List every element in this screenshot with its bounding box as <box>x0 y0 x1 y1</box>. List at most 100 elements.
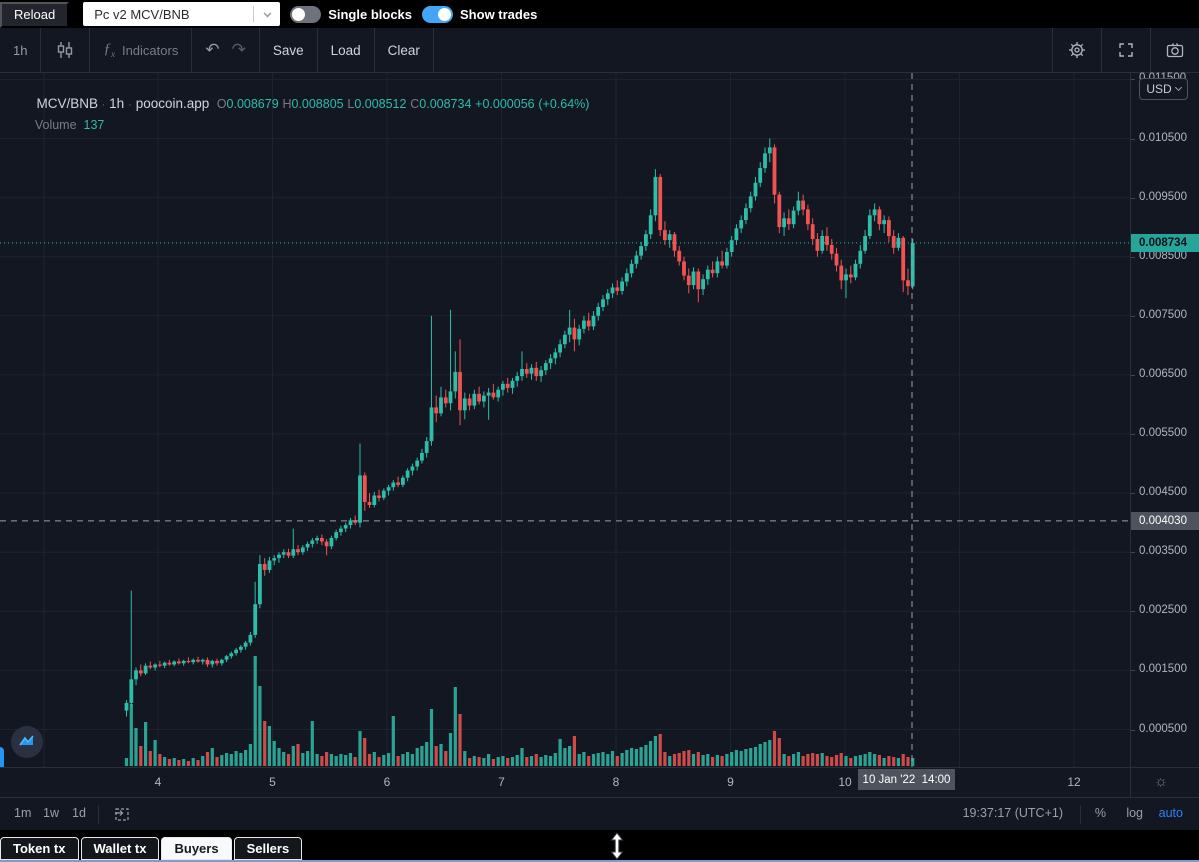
range-button-1w[interactable]: 1w <box>43 806 59 820</box>
candle-body <box>386 487 391 491</box>
candle-body <box>181 660 186 664</box>
volume-bar <box>887 756 891 766</box>
chart-logo-icon <box>19 735 34 746</box>
volume-bar <box>668 756 672 766</box>
tab-wallet-tx[interactable]: Wallet tx <box>80 837 160 860</box>
price-axis-label: 0.000500 <box>1139 722 1187 735</box>
range-button-1d[interactable]: 1d <box>72 806 86 820</box>
undo-icon[interactable]: ↶ <box>205 40 220 59</box>
volume-bar <box>591 754 596 766</box>
candle-body <box>377 495 381 498</box>
tab-buyers[interactable]: Buyers <box>161 837 232 860</box>
volume-bar <box>596 753 600 766</box>
candle-body <box>358 475 362 523</box>
range-button-1m[interactable]: 1m <box>14 806 32 820</box>
candle-body <box>729 240 734 252</box>
currency-button[interactable]: USD <box>1139 78 1188 100</box>
candle-body <box>858 250 863 264</box>
candle-body <box>834 253 839 266</box>
chart-style-button[interactable] <box>41 28 89 72</box>
go-to-date-button[interactable] <box>112 805 132 829</box>
fullscreen-button[interactable] <box>1102 28 1150 72</box>
volume-bar <box>873 754 877 766</box>
candle-body <box>486 392 491 396</box>
candle-body <box>582 320 586 329</box>
legend-interval: 1h <box>109 96 125 111</box>
volume-bar <box>439 744 443 766</box>
price-axis[interactable]: 0.0115000.0105000.0095000.0085000.007500… <box>1130 72 1199 767</box>
volume-bar <box>277 748 281 766</box>
toolbar-divider <box>89 28 91 72</box>
tab-sellers[interactable]: Sellers <box>233 837 303 860</box>
time-axis[interactable]: 12 10 9 8 7 6 5 4 10 Jan '22 14:00 ☼ <box>0 767 1199 798</box>
camera-icon <box>1166 43 1184 58</box>
volume-bar <box>687 750 691 766</box>
percent-scale-button[interactable]: % <box>1094 806 1106 820</box>
candle-body <box>291 549 296 556</box>
candle-body <box>577 328 582 340</box>
candle-body <box>844 274 848 281</box>
settings-button[interactable] <box>1053 28 1101 72</box>
candle-body <box>429 407 434 442</box>
volume-bar <box>539 757 543 766</box>
clear-button[interactable]: Clear <box>387 42 420 58</box>
volume-bar <box>911 758 915 766</box>
volume-bar <box>186 761 190 766</box>
chevron-down-icon <box>1174 83 1182 92</box>
load-button[interactable]: Load <box>330 42 361 58</box>
show-trades-toggle[interactable] <box>422 5 454 23</box>
open-label: O <box>216 97 227 111</box>
redo-icon[interactable]: ↷ <box>231 40 246 59</box>
chart-area[interactable]: 0.0115000.0105000.0095000.0085000.007500… <box>0 72 1199 771</box>
volume-bar <box>630 748 634 766</box>
candle-body <box>148 665 153 668</box>
reload-button[interactable]: Reload <box>0 1 70 28</box>
candle-body <box>124 702 129 711</box>
candles-layer <box>124 138 915 717</box>
volume-bar <box>191 758 195 766</box>
candle-body <box>229 653 234 657</box>
log-scale-button[interactable]: log <box>1126 806 1143 820</box>
candle-body <box>372 495 377 505</box>
save-button[interactable]: Save <box>272 42 304 58</box>
volume-bar <box>263 721 267 766</box>
volume-bar <box>615 756 619 766</box>
interval-button[interactable]: 1h <box>13 42 28 58</box>
poocoin-logo-button[interactable] <box>11 726 43 758</box>
volume-bar <box>487 754 491 766</box>
clock-display[interactable]: 19:37:17 (UTC+1) <box>962 806 1063 820</box>
volume-bar <box>482 758 486 766</box>
screenshot-button[interactable] <box>1151 28 1199 72</box>
volume-bar <box>377 757 381 766</box>
candle-body <box>524 369 529 374</box>
high-label: H <box>282 97 292 111</box>
candlestick-chart[interactable] <box>0 73 1130 767</box>
volume-bar <box>515 755 519 766</box>
theme-sun-icon[interactable]: ☼ <box>1154 773 1168 790</box>
price-tick <box>1131 197 1135 199</box>
single-blocks-toggle[interactable] <box>290 5 322 23</box>
volume-bar <box>501 756 505 766</box>
volume-bar <box>906 757 910 766</box>
price-tick <box>1131 374 1135 376</box>
indicators-button[interactable]: ƒx Indicators <box>90 28 191 72</box>
candle-body <box>215 660 219 664</box>
indicators-label: Indicators <box>121 42 179 58</box>
close-label: C <box>410 97 420 111</box>
volume-bar <box>682 751 686 766</box>
side-panel-handle[interactable] <box>0 747 4 771</box>
grid-layer <box>0 73 1130 767</box>
volume-bar <box>868 752 872 766</box>
auto-scale-button[interactable]: auto <box>1158 806 1183 820</box>
pair-select[interactable]: Pc v2 MCV/BNB <box>83 2 281 26</box>
tab-token-tx[interactable]: Token tx <box>0 837 79 860</box>
volume-bar <box>529 756 534 766</box>
candle-body <box>748 196 753 209</box>
volume-bar <box>787 756 791 766</box>
price-tick <box>1131 434 1135 435</box>
volume-bar <box>329 754 333 766</box>
candle-body <box>691 271 696 286</box>
candle-body <box>739 220 744 229</box>
candle-body <box>134 670 138 680</box>
legend-dot: · <box>101 97 106 111</box>
